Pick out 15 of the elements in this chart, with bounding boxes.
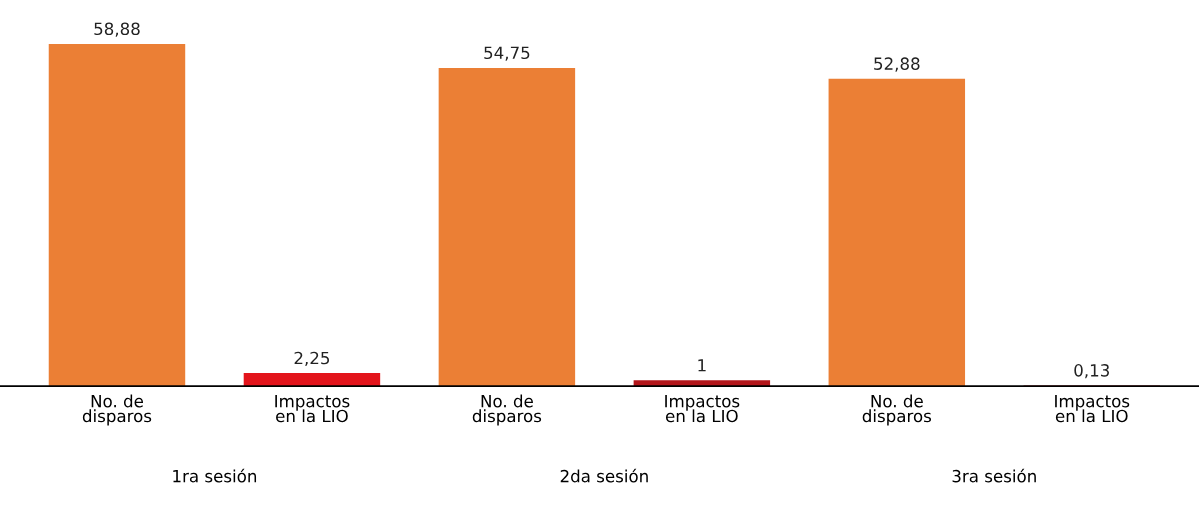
x-tick-label: Impactos en la LIO xyxy=(275,395,350,423)
x-tick-label: Impactos en la LIO xyxy=(665,395,740,423)
x-tick-label: No. de disparos xyxy=(82,394,152,426)
x-tick-label: No. de disparos xyxy=(472,394,542,426)
text: 2da sesión xyxy=(560,468,648,483)
data-label: 52,88 xyxy=(874,57,920,72)
text: 3ra sesión xyxy=(952,468,1036,483)
text: 1ra sesión xyxy=(173,468,257,483)
data-label: 58,88 xyxy=(94,22,140,37)
x-tick-label: Impactos en la LIO xyxy=(1055,395,1130,423)
data-label: 54,75 xyxy=(484,46,530,61)
x-tick-label: No. de disparos xyxy=(862,394,932,426)
data-label: 1 xyxy=(698,359,706,372)
data-label: 0,13 xyxy=(1074,364,1109,379)
data-label: 2,25 xyxy=(294,351,330,367)
